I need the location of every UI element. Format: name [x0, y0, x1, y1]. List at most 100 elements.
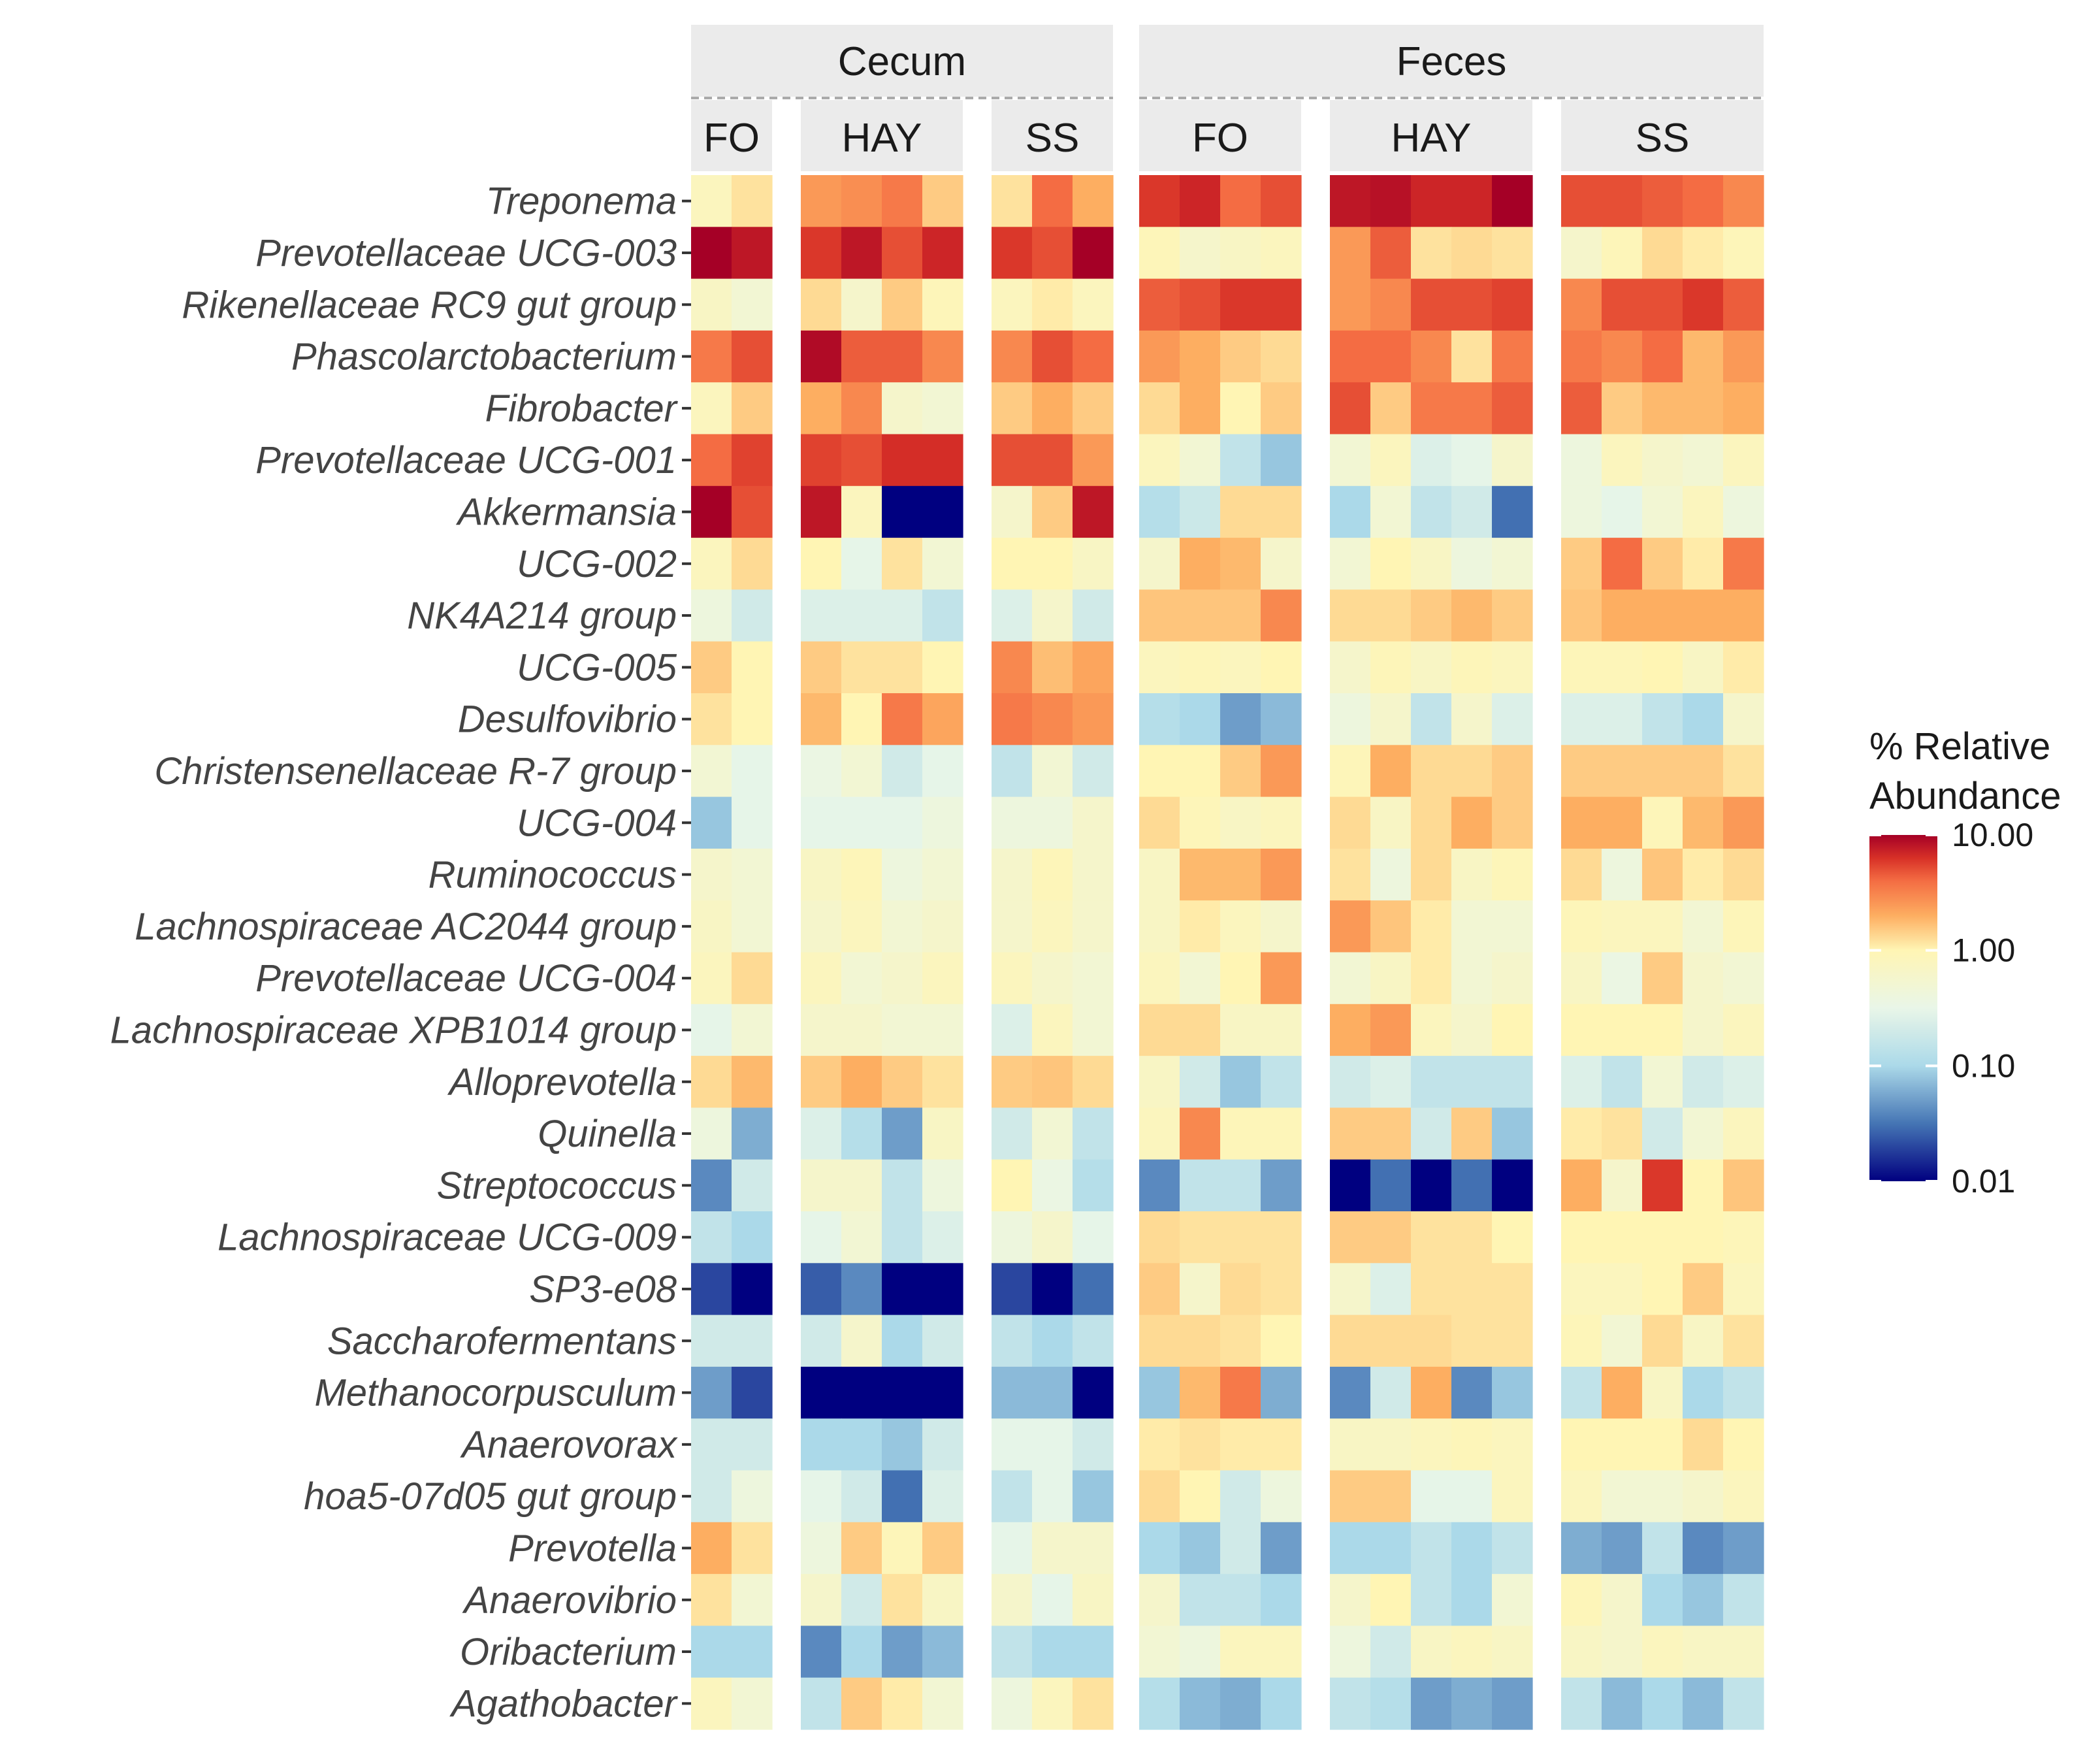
- heatmap-cell: [1330, 175, 1371, 227]
- heatmap-cell: [801, 952, 842, 1005]
- heatmap-cell: [882, 538, 923, 590]
- heatmap-cell: [1139, 227, 1180, 280]
- heatmap-cell: [801, 1522, 842, 1575]
- heatmap-cell: [691, 952, 732, 1005]
- heatmap-cell: [1261, 641, 1302, 694]
- heatmap-cell: [1561, 848, 1602, 901]
- heatmap-cell: [1330, 538, 1371, 590]
- heatmap-cell: [882, 175, 923, 227]
- heatmap-cell: [1139, 900, 1180, 953]
- heatmap-cell: [1370, 1107, 1412, 1160]
- row-label: Agathobacter: [449, 1682, 679, 1725]
- heatmap-cell: [1261, 485, 1302, 538]
- heatmap-cell: [1032, 1004, 1073, 1056]
- heatmap-cell: [1602, 952, 1643, 1005]
- heatmap-cell: [1261, 848, 1302, 901]
- heatmap-cell: [1180, 175, 1221, 227]
- heatmap-cell: [992, 1107, 1033, 1160]
- heatmap-cell: [1492, 1626, 1533, 1678]
- heatmap-cell: [1139, 1004, 1180, 1056]
- heatmap-cell: [1561, 1263, 1602, 1316]
- heatmap-cell: [1073, 1626, 1114, 1678]
- heatmap-cell: [691, 1004, 732, 1056]
- heatmap-cell: [1492, 175, 1533, 227]
- heatmap-cell: [1073, 1263, 1114, 1316]
- heatmap-cell: [1451, 900, 1493, 953]
- row-label: Alloprevotella: [447, 1061, 677, 1103]
- heatmap-cell: [992, 538, 1033, 590]
- heatmap-cell: [1330, 330, 1371, 383]
- heatmap-cell: [732, 175, 773, 227]
- heatmap-cell: [841, 1263, 882, 1316]
- row-label: Lachnospiraceae XPB1014 group: [110, 1009, 677, 1051]
- heatmap-cell: [1492, 538, 1533, 590]
- heatmap-cell: [1180, 1366, 1221, 1419]
- heatmap-cell: [1723, 434, 1764, 487]
- heatmap-cell: [1180, 1159, 1221, 1212]
- heatmap-cell: [1330, 278, 1371, 331]
- heatmap-cell: [691, 848, 732, 901]
- heatmap-cell: [1411, 796, 1452, 849]
- heatmap-cell: [1139, 848, 1180, 901]
- heatmap-cell: [1642, 1626, 1683, 1678]
- group-strip: [691, 100, 772, 171]
- heatmap-cell: [992, 589, 1033, 642]
- heatmap-cell: [841, 1315, 882, 1367]
- heatmap-cell: [882, 848, 923, 901]
- heatmap-cell: [1642, 330, 1683, 383]
- heatmap-cell: [1723, 1263, 1764, 1316]
- heatmap-cell: [1451, 485, 1493, 538]
- heatmap-cell: [801, 1677, 842, 1730]
- heatmap-cell: [1683, 1522, 1724, 1575]
- heatmap-cell: [1220, 538, 1261, 590]
- row-label: Treponema: [486, 180, 677, 223]
- heatmap-cell: [1261, 1107, 1302, 1160]
- row-label: hoa5-07d05 gut group: [304, 1475, 677, 1518]
- group-strips: FO HAY SS FO HAY SS: [691, 100, 1764, 171]
- heatmap-cell: [1411, 1418, 1452, 1471]
- heatmap-cell: [1073, 278, 1114, 331]
- heatmap-cell: [1642, 1574, 1683, 1626]
- heatmap-cell: [1370, 848, 1412, 901]
- heatmap-cell: [922, 1263, 963, 1316]
- heatmap-cell: [882, 1107, 923, 1160]
- heatmap-cell: [1139, 1211, 1180, 1264]
- heatmap-cell: [1370, 1263, 1412, 1316]
- heatmap-panels: [691, 175, 1764, 1730]
- heatmap-cell: [801, 1004, 842, 1056]
- group-strip: [801, 100, 963, 171]
- heatmap-cell: [1683, 227, 1724, 280]
- heatmap-cell: [1723, 1522, 1764, 1575]
- heatmap-cell: [1261, 1056, 1302, 1108]
- heatmap-cell: [732, 589, 773, 642]
- heatmap-cell: [1411, 227, 1452, 280]
- heatmap-cell: [1261, 278, 1302, 331]
- heatmap-cell: [841, 796, 882, 849]
- heatmap-cell: [1330, 1470, 1371, 1523]
- heatmap-cell: [1370, 175, 1412, 227]
- heatmap-cell: [1723, 485, 1764, 538]
- row-label: Quinella: [538, 1113, 677, 1155]
- heatmap-cell: [1139, 1056, 1180, 1108]
- heatmap-cell: [1492, 1107, 1533, 1160]
- heatmap-cell: [1411, 330, 1452, 383]
- heatmap-cell: [1492, 693, 1533, 745]
- heatmap-cell: [1723, 278, 1764, 331]
- row-label: Phascolarctobacterium: [291, 336, 677, 378]
- heatmap-cell: [1723, 848, 1764, 901]
- heatmap-cell: [732, 330, 773, 383]
- heatmap-cell: [1032, 1677, 1073, 1730]
- heatmap-cell: [1220, 1677, 1261, 1730]
- heatmap-cell: [732, 1418, 773, 1471]
- row-label: NK4A214 group: [407, 595, 677, 637]
- heatmap-cell: [801, 538, 842, 590]
- heatmap-cell: [1330, 1159, 1371, 1212]
- heatmap-cell: [1642, 796, 1683, 849]
- heatmap-cell: [1561, 745, 1602, 798]
- heatmap-cell: [1411, 1211, 1452, 1264]
- heatmap-cell: [732, 693, 773, 745]
- heatmap-cell: [1180, 485, 1221, 538]
- heatmap-cell: [1180, 1574, 1221, 1626]
- heatmap-cell: [1180, 1107, 1221, 1160]
- heatmap-cell: [1139, 1263, 1180, 1316]
